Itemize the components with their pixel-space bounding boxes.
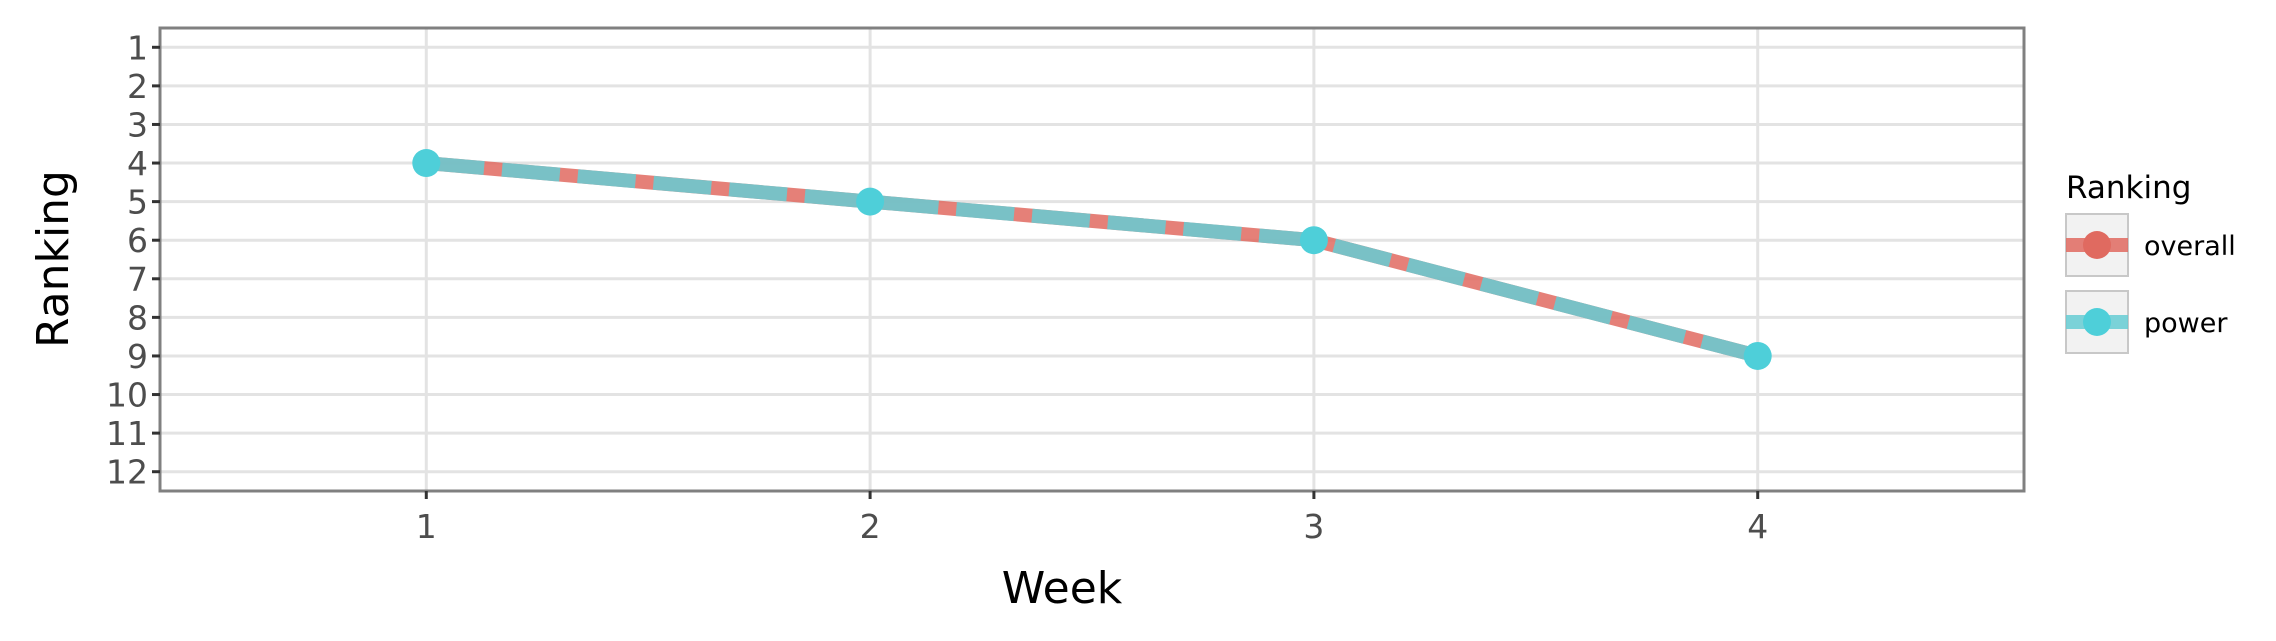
- data-point: [1299, 226, 1328, 255]
- y-axis-title: Ranking: [28, 170, 79, 348]
- legend-title: Ranking: [2066, 170, 2191, 206]
- data-point: [856, 187, 885, 216]
- y-tick-label: 9: [127, 337, 148, 376]
- grid-lines: [160, 28, 2024, 491]
- data-point: [412, 149, 441, 178]
- legend: Ranking overall power: [2065, 170, 2236, 354]
- y-tick-label: 2: [127, 67, 148, 106]
- y-tick-label: 3: [127, 105, 148, 144]
- x-tick-label: 2: [860, 507, 881, 546]
- legend-point-power: [2083, 308, 2111, 336]
- legend-point-overall: [2083, 231, 2111, 259]
- series-points: [412, 149, 1772, 370]
- x-tick-label: 4: [1747, 507, 1768, 546]
- y-tick-label: 6: [127, 221, 148, 260]
- y-tick-label: 4: [127, 144, 148, 183]
- y-tick-label: 1: [127, 28, 148, 67]
- legend-label-power: power: [2144, 308, 2228, 339]
- y-tick-label: 7: [127, 260, 148, 299]
- plot-panel-border: [158, 26, 2026, 493]
- x-axis-ticks: 1 2 3 4: [416, 491, 1768, 546]
- y-tick-label: 12: [106, 453, 148, 492]
- y-tick-label: 8: [127, 298, 148, 337]
- y-tick-label: 11: [106, 414, 148, 453]
- series-line-power: [425, 156, 1760, 363]
- x-axis-title: Week: [1002, 563, 1123, 614]
- x-tick-label: 1: [416, 507, 437, 546]
- data-point: [1743, 341, 1772, 370]
- y-tick-label: 5: [127, 183, 148, 222]
- legend-label-overall: overall: [2144, 231, 2236, 262]
- series-line-overall: [425, 156, 1760, 363]
- x-tick-label: 3: [1303, 507, 1324, 546]
- y-tick-label: 10: [106, 376, 148, 415]
- series-lines: [425, 156, 1760, 363]
